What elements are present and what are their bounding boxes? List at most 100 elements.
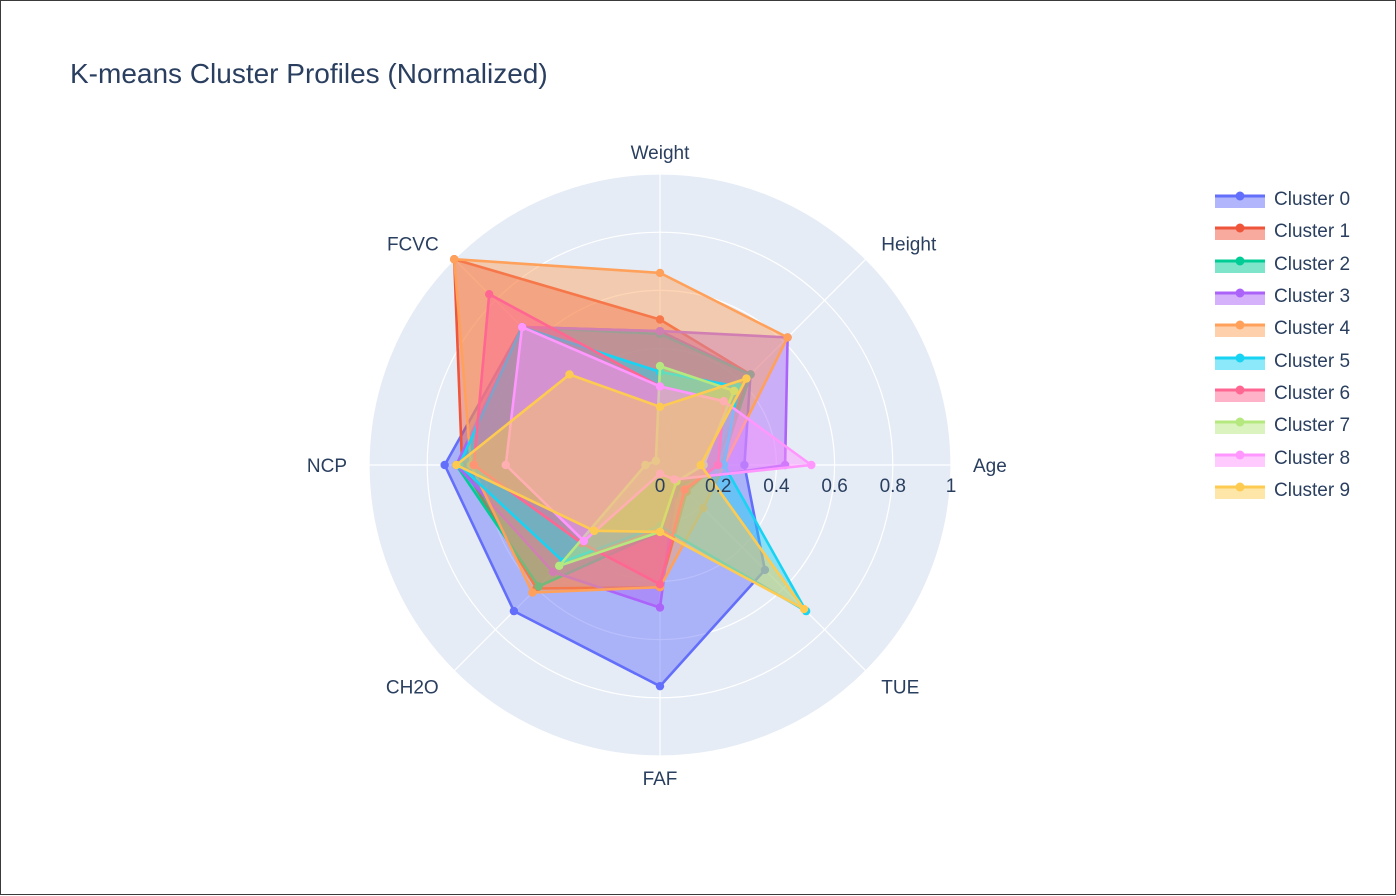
- legend-label: Cluster 2: [1274, 253, 1351, 275]
- data-point[interactable]: [740, 460, 749, 470]
- legend-swatch-fill: [1215, 422, 1265, 435]
- axis-label-ch2o: CH2O: [386, 677, 439, 698]
- data-point[interactable]: [719, 397, 728, 406]
- data-point[interactable]: [655, 527, 665, 537]
- legend-label: Cluster 5: [1274, 350, 1351, 372]
- data-point[interactable]: [655, 326, 665, 336]
- data-point[interactable]: [670, 475, 679, 484]
- legend-label: Cluster 6: [1274, 382, 1351, 404]
- legend-swatch-fill: [1215, 389, 1265, 402]
- legend-item-cluster-8[interactable]: Cluster 8: [1214, 442, 1350, 474]
- data-point[interactable]: [641, 460, 650, 470]
- legend-label: Cluster 8: [1274, 447, 1351, 469]
- data-point[interactable]: [528, 588, 537, 597]
- legend-swatch: [1215, 353, 1265, 370]
- legend: Cluster 0 Cluster 1 Cluster 2 Cluster 3 Clus…: [1214, 184, 1350, 507]
- legend-item-cluster-7[interactable]: Cluster 7: [1214, 410, 1350, 442]
- series-cluster-8[interactable]: [501, 322, 816, 546]
- data-point[interactable]: [742, 374, 751, 383]
- legend-swatch-marker: [1235, 256, 1245, 266]
- legend-item-cluster-4[interactable]: Cluster 4: [1214, 313, 1350, 345]
- data-point[interactable]: [655, 315, 665, 324]
- data-point[interactable]: [729, 386, 739, 396]
- radial-tick-label: 1: [946, 476, 957, 497]
- data-point[interactable]: [696, 460, 705, 470]
- data-point[interactable]: [655, 469, 665, 478]
- data-point[interactable]: [450, 255, 459, 264]
- axis-label-tue: TUE: [881, 677, 919, 698]
- axis-label-ncp: NCP: [307, 456, 347, 477]
- legend-item-cluster-9[interactable]: Cluster 9: [1214, 475, 1350, 507]
- legend-swatch-marker: [1235, 482, 1245, 492]
- legend-label: Cluster 3: [1274, 286, 1351, 308]
- legend-label: Cluster 0: [1274, 189, 1351, 211]
- legend-swatch-fill: [1215, 486, 1265, 499]
- axis-label-faf: FAF: [643, 769, 678, 790]
- legend-swatch: [1215, 256, 1265, 273]
- data-point[interactable]: [517, 322, 527, 332]
- legend-item-cluster-1[interactable]: Cluster 1: [1214, 216, 1350, 248]
- grid-spoke: [659, 258, 867, 466]
- legend-label: Cluster 9: [1274, 479, 1351, 501]
- legend-swatch: [1215, 450, 1265, 467]
- data-point[interactable]: [501, 460, 510, 470]
- legend-item-cluster-2[interactable]: Cluster 2: [1214, 249, 1350, 281]
- data-point[interactable]: [807, 460, 816, 470]
- legend-item-cluster-3[interactable]: Cluster 3: [1214, 281, 1350, 313]
- legend-swatch-marker: [1235, 353, 1245, 363]
- radial-tick-label: 0.2: [705, 476, 731, 497]
- data-point[interactable]: [548, 567, 558, 577]
- data-point[interactable]: [680, 485, 689, 494]
- data-point[interactable]: [579, 536, 589, 546]
- legend-swatch: [1215, 191, 1265, 209]
- data-point[interactable]: [699, 504, 708, 513]
- radial-tick-label: 0: [655, 476, 666, 497]
- legend-swatch-fill: [1215, 196, 1265, 209]
- axis-label-weight: Weight: [631, 143, 691, 164]
- data-point[interactable]: [565, 370, 574, 379]
- data-point[interactable]: [799, 604, 809, 614]
- data-point[interactable]: [554, 561, 564, 571]
- data-point[interactable]: [655, 603, 665, 612]
- data-point[interactable]: [509, 606, 519, 616]
- data-point[interactable]: [714, 460, 723, 470]
- data-point[interactable]: [655, 681, 665, 691]
- data-point[interactable]: [760, 565, 770, 575]
- legend-swatch-marker: [1235, 288, 1245, 298]
- legend-swatch: [1215, 320, 1265, 338]
- data-point[interactable]: [655, 382, 665, 391]
- data-point[interactable]: [719, 460, 729, 470]
- data-point[interactable]: [655, 402, 665, 411]
- series-cluster-5[interactable]: [455, 322, 811, 616]
- data-point[interactable]: [783, 333, 792, 342]
- axis-label-age: Age: [973, 456, 1007, 477]
- legend-swatch: [1215, 385, 1265, 402]
- legend-swatch-marker: [1235, 191, 1245, 201]
- data-point[interactable]: [655, 361, 665, 371]
- legend-swatch-marker: [1235, 417, 1245, 427]
- legend-swatch-fill: [1215, 357, 1265, 370]
- legend-swatch-fill: [1215, 260, 1265, 273]
- series-layer: [440, 255, 816, 691]
- data-point[interactable]: [534, 582, 543, 591]
- data-point[interactable]: [589, 526, 599, 536]
- legend-swatch-fill: [1215, 293, 1265, 306]
- data-point[interactable]: [655, 580, 665, 589]
- legend-item-cluster-6[interactable]: Cluster 6: [1214, 378, 1350, 410]
- legend-swatch: [1215, 417, 1265, 435]
- legend-swatch-marker: [1235, 320, 1245, 330]
- data-point[interactable]: [469, 460, 478, 470]
- data-point[interactable]: [651, 456, 661, 466]
- legend-swatch: [1215, 288, 1265, 306]
- legend-swatch-fill: [1215, 325, 1265, 338]
- data-point[interactable]: [440, 460, 449, 470]
- legend-swatch: [1215, 223, 1265, 241]
- series-cluster-9[interactable]: [452, 370, 809, 614]
- data-point[interactable]: [655, 268, 665, 278]
- data-point[interactable]: [485, 290, 494, 299]
- legend-item-cluster-0[interactable]: Cluster 0: [1214, 184, 1350, 216]
- legend-item-cluster-5[interactable]: Cluster 5: [1214, 345, 1350, 377]
- axis-labels: 0 0.2 0.4 0.6 0.8 1 Weight Height Age TUE FAF CH2O N…: [307, 143, 1007, 790]
- legend-swatch-marker: [1235, 385, 1245, 395]
- data-point[interactable]: [452, 460, 461, 470]
